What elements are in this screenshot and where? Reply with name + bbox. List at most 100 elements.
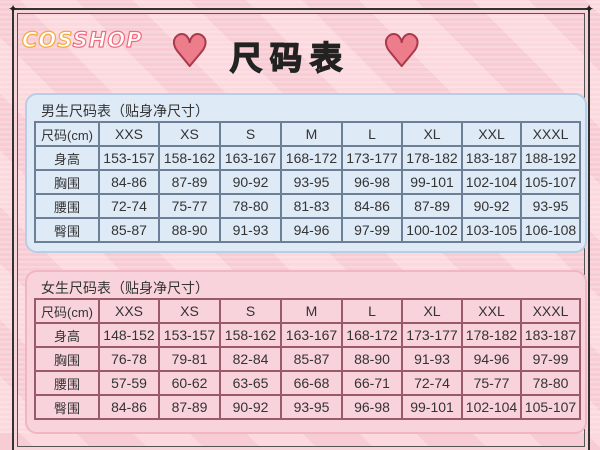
table-cell: 158-162	[219, 322, 282, 348]
table-cell: 79-81	[158, 346, 221, 372]
table-cell: 91-93	[219, 217, 282, 243]
table-cell: 72-74	[98, 193, 160, 219]
table-cell: 87-89	[401, 193, 463, 219]
column-header: XS	[158, 121, 221, 147]
table-cell: 66-68	[280, 370, 343, 396]
header-row: 尺码(cm) XXS XS S M L XL XXL XXXL	[34, 298, 581, 324]
column-header: XL	[401, 298, 463, 324]
column-header: L	[341, 298, 403, 324]
table-row: 臀围 85-87 88-90 91-93 94-96 97-99 100-102 103-10…	[34, 217, 581, 243]
column-header: 尺码(cm)	[34, 298, 100, 324]
logo-part: SHOP	[72, 27, 143, 52]
row-label: 腰围	[34, 370, 100, 396]
table-cell: 102-104	[461, 394, 522, 420]
table-cell: 168-172	[280, 145, 343, 171]
table-row: 腰围 57-59 60-62 63-65 66-68 66-71 72-74 75-77 78-…	[34, 370, 581, 396]
heart-icon: ♥	[169, 26, 210, 77]
logo-part: COS	[21, 27, 73, 52]
table-cell: 183-187	[520, 322, 581, 348]
page-title: 尺码表	[229, 38, 351, 78]
table-cell: 97-99	[520, 346, 581, 372]
table-cell: 88-90	[341, 346, 403, 372]
table-cell: 103-105	[461, 217, 522, 243]
row-label: 身高	[34, 322, 100, 348]
table-cell: 81-83	[280, 193, 343, 219]
header-row: 尺码(cm) XXS XS S M L XL XXL XXXL	[34, 121, 581, 147]
column-header: XXL	[461, 121, 522, 147]
table-cell: 96-98	[341, 169, 403, 195]
table-cell: 148-152	[98, 322, 160, 348]
table-row: 腰围 72-74 75-77 78-80 81-83 84-86 87-89 90-92 93-…	[34, 193, 581, 219]
women-size-panel: 女生尺码表（贴身净尺寸） 尺码(cm) XXS XS S M L XL XXL XXXL 身高 14…	[25, 270, 587, 434]
sparkle-icon: ✦	[8, 2, 19, 16]
table-cell: 72-74	[401, 370, 463, 396]
table-cell: 60-62	[158, 370, 221, 396]
table-cell: 97-99	[341, 217, 403, 243]
column-header: 尺码(cm)	[34, 121, 100, 147]
table-cell: 84-86	[341, 193, 403, 219]
table-cell: 173-177	[341, 145, 403, 171]
table-cell: 85-87	[280, 346, 343, 372]
row-label: 胸围	[34, 346, 100, 372]
table-cell: 93-95	[280, 169, 343, 195]
table-cell: 163-167	[219, 145, 282, 171]
table-cell: 173-177	[401, 322, 463, 348]
table-cell: 178-182	[461, 322, 522, 348]
men-table-title: 男生尺码表（贴身净尺寸）	[41, 104, 209, 120]
table-cell: 96-98	[341, 394, 403, 420]
table-cell: 178-182	[401, 145, 463, 171]
table-row: 身高 153-157 158-162 163-167 168-172 173-177 178…	[34, 145, 581, 171]
table-cell: 105-107	[520, 394, 581, 420]
table-cell: 78-80	[219, 193, 282, 219]
column-header: XXS	[98, 298, 160, 324]
table-cell: 90-92	[219, 169, 282, 195]
table-cell: 99-101	[401, 394, 463, 420]
table-cell: 94-96	[461, 346, 522, 372]
table-cell: 93-95	[520, 193, 581, 219]
table-cell: 88-90	[158, 217, 221, 243]
table-cell: 102-104	[461, 169, 522, 195]
row-label: 臀围	[34, 394, 100, 420]
column-header: M	[280, 121, 343, 147]
women-table-title: 女生尺码表（贴身净尺寸）	[41, 281, 209, 297]
men-size-table: 尺码(cm) XXS XS S M L XL XXL XXXL 身高 153-157 158-162 1…	[34, 121, 581, 243]
table-cell: 63-65	[219, 370, 282, 396]
sparkle-icon: ✦	[583, 2, 594, 16]
table-cell: 87-89	[158, 394, 221, 420]
table-cell: 87-89	[158, 169, 221, 195]
column-header: XXXL	[520, 298, 581, 324]
table-cell: 78-80	[520, 370, 581, 396]
table-cell: 93-95	[280, 394, 343, 420]
table-cell: 106-108	[520, 217, 581, 243]
table-cell: 183-187	[461, 145, 522, 171]
table-cell: 75-77	[158, 193, 221, 219]
men-size-panel: 男生尺码表（贴身净尺寸） 尺码(cm) XXS XS S M L XL XXL XXXL 身高 15…	[25, 93, 587, 253]
table-row: 胸围 84-86 87-89 90-92 93-95 96-98 99-101 102-104…	[34, 169, 581, 195]
decorative-frame	[12, 8, 590, 450]
column-header: XL	[401, 121, 463, 147]
table-cell: 90-92	[219, 394, 282, 420]
table-cell: 163-167	[280, 322, 343, 348]
row-label: 胸围	[34, 169, 100, 195]
table-cell: 82-84	[219, 346, 282, 372]
table-cell: 100-102	[401, 217, 463, 243]
table-cell: 188-192	[520, 145, 581, 171]
table-cell: 90-92	[461, 193, 522, 219]
table-cell: 84-86	[98, 169, 160, 195]
table-cell: 105-107	[520, 169, 581, 195]
row-label: 身高	[34, 145, 100, 171]
column-header: XXS	[98, 121, 160, 147]
table-row: 胸围 76-78 79-81 82-84 85-87 88-90 91-93 94-96 97-…	[34, 346, 581, 372]
column-header: S	[219, 121, 282, 147]
table-cell: 153-157	[158, 322, 221, 348]
table-cell: 85-87	[98, 217, 160, 243]
row-label: 腰围	[34, 193, 100, 219]
column-header: XXL	[461, 298, 522, 324]
table-row: 身高 148-152 153-157 158-162 163-167 168-172 173…	[34, 322, 581, 348]
table-cell: 66-71	[341, 370, 403, 396]
heart-icon: ♥	[381, 26, 422, 77]
women-size-table: 尺码(cm) XXS XS S M L XL XXL XXXL 身高 148-152 153-157 1…	[34, 298, 581, 420]
table-row: 臀围 84-86 87-89 90-92 93-95 96-98 99-101 102-104…	[34, 394, 581, 420]
table-cell: 91-93	[401, 346, 463, 372]
table-cell: 76-78	[98, 346, 160, 372]
